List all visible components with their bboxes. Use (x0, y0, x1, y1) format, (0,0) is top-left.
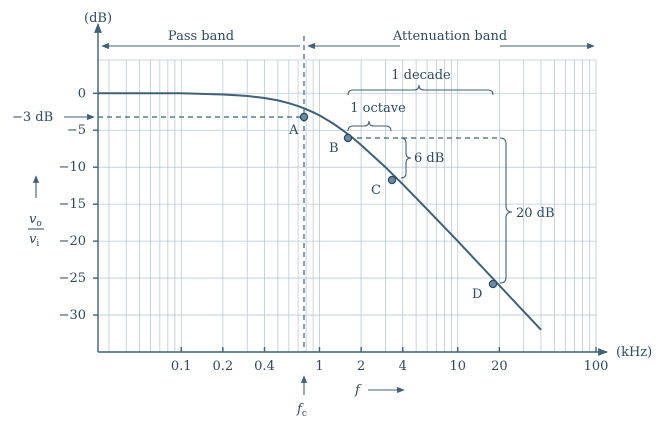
x-tick-label: 0.2 (213, 359, 234, 374)
decade-label: 1 decade (391, 68, 451, 83)
y-tick-label: −5 (67, 123, 86, 138)
minus3-label: −3 dB (12, 110, 53, 125)
six-db-label: 6 dB (414, 151, 444, 166)
x-tick-labels: 0.1 0.2 0.4 1 2 4 10 20 100 (171, 347, 609, 374)
point-a (299, 112, 309, 122)
x-tick-label: 0.1 (171, 359, 192, 374)
x-tick-label: 0.4 (254, 359, 275, 374)
svg-text:vo: vo (29, 212, 42, 229)
x-tick-label: 4 (399, 359, 407, 374)
point-c-label: C (371, 183, 381, 198)
x-tick-label: 100 (584, 359, 609, 374)
point-a-label: A (288, 123, 299, 138)
x-tick-label: 1 (315, 359, 323, 374)
y-unit-label: (dB) (84, 11, 112, 26)
grid-lines (98, 59, 597, 352)
attenuation-band-label: Attenuation band (392, 29, 507, 44)
decade-bracket (347, 84, 494, 96)
y-tick-label: −30 (59, 308, 86, 323)
y-tick-label: −15 (59, 197, 86, 212)
x-tick-label: 20 (491, 359, 508, 374)
response-curve (98, 92, 542, 331)
svg-text:vi: vi (29, 232, 39, 249)
octave-bracket (347, 120, 392, 132)
y-tick-labels: 0 −5 −10 −15 −20 −25 −30 (59, 86, 98, 323)
y-tick-label: 0 (78, 86, 86, 101)
x-unit-label: (kHz) (616, 345, 652, 360)
ratio-label: vo vi (28, 212, 44, 249)
point-b-label: B (329, 141, 339, 156)
y-tick-label: −25 (59, 271, 86, 286)
point-b (343, 133, 353, 143)
octave-label: 1 octave (350, 101, 406, 116)
six-db-bracket (400, 137, 412, 179)
y-tick-label: −10 (59, 160, 86, 175)
point-d-label: D (472, 287, 482, 302)
point-d (488, 279, 498, 289)
twenty-db-label: 20 dB (516, 206, 555, 221)
x-tick-label: 10 (449, 359, 466, 374)
y-tick-label: −20 (59, 234, 86, 249)
fc-label: fc (296, 402, 307, 419)
twenty-db-bracket (499, 137, 513, 284)
f-label: f (354, 383, 362, 398)
x-tick-label: 2 (357, 359, 365, 374)
pass-band-label: Pass band (168, 29, 234, 44)
point-c (387, 175, 397, 185)
